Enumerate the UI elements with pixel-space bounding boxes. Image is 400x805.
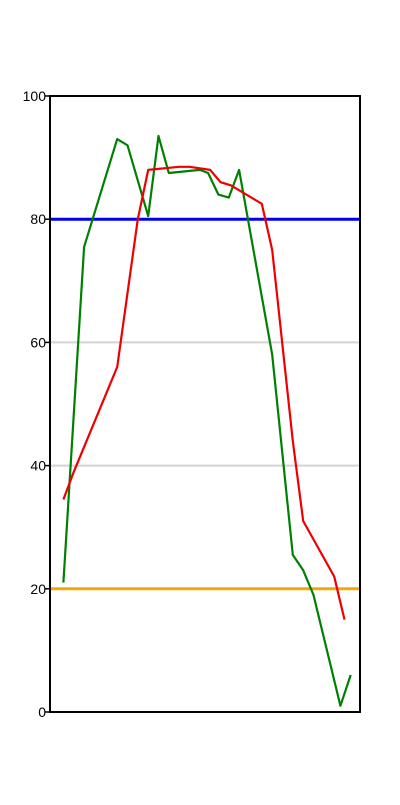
- y-tick-label-60: 60: [30, 334, 46, 350]
- y-tick-label-40: 40: [30, 458, 46, 474]
- series-line-1: [62, 134, 352, 707]
- y-tick-label-20: 20: [30, 581, 46, 597]
- plot-frame: [49, 95, 361, 713]
- grid-layer: [50, 341, 360, 467]
- y-tick-label-0: 0: [38, 704, 46, 720]
- y-tick-label-100: 100: [23, 88, 47, 104]
- y-tick-label-80: 80: [30, 211, 46, 227]
- y-axis-ticks: 0 20 40 60 80 100: [23, 88, 50, 720]
- series-line-2: [62, 165, 346, 620]
- series-layer: [62, 134, 352, 707]
- reference-lines-layer: [50, 217, 360, 591]
